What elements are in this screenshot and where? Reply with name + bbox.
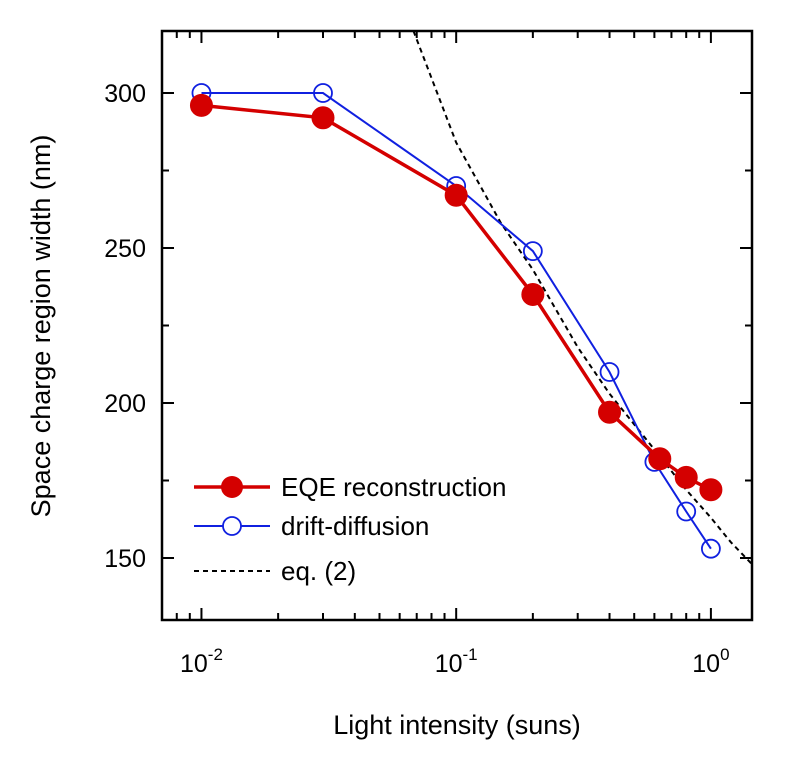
y-axis-title: Space charge region width (nm) [26,135,56,518]
point-drift-diffusion [313,83,333,103]
x-tick-exponent: -1 [463,645,478,664]
point-drift-diffusion [676,501,697,522]
legend-label: eq. (2) [281,556,356,586]
point-eqe-reconstruction [521,283,545,306]
x-tick-label: 10-2 [180,645,223,678]
x-tick-labels: 10-2 10-1 100 [180,645,730,678]
point-eqe-reconstruction [648,447,672,471]
series-line-eq2 [412,31,752,565]
x-axis-title: Light intensity (suns) [333,710,581,740]
plot-frame [160,29,754,622]
point-drift-diffusion [599,362,620,382]
y-tick-label: 150 [104,545,146,573]
x-tick-label: 10-1 [435,645,478,678]
point-eqe-reconstruction [444,183,468,207]
legend-marker-drift-diffusion [222,516,242,536]
x-tick-exponent: -2 [208,645,223,664]
legend-label: EQE reconstruction [281,472,506,502]
point-eqe-reconstruction [311,106,335,130]
point-drift-diffusion [700,538,721,559]
point-drift-diffusion [522,241,543,262]
x-tick-base: 10 [435,650,463,678]
y-tick-labels: 150 200 250 300 [104,80,146,573]
y-tick-label: 300 [104,80,146,108]
axis-ticks [161,31,752,620]
x-tick-base: 10 [692,650,720,678]
legend-label: drift-diffusion [281,511,429,541]
point-eqe-reconstruction [189,93,213,117]
x-tick-exponent: 0 [720,645,729,664]
point-eqe-reconstruction [598,400,622,424]
y-tick-label: 200 [104,390,146,418]
y-tick-label: 250 [104,235,146,263]
legend-marker-eqe-reconstruction [221,476,243,498]
x-tick-base: 10 [180,650,208,678]
series-line-eqe-reconstruction [201,103,712,492]
point-eqe-reconstruction [674,465,698,489]
x-tick-label: 100 [692,645,729,678]
point-eqe-reconstruction [699,478,723,502]
series-layer [189,31,752,565]
legend: EQE reconstruction drift-diffusion eq. (2) [194,472,506,586]
